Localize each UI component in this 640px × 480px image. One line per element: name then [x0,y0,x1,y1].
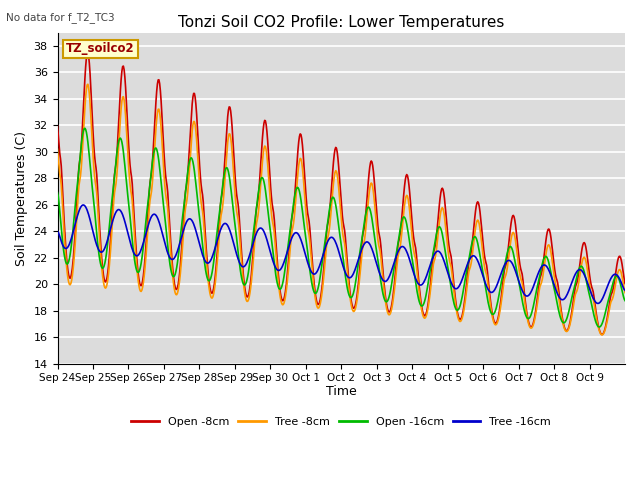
Legend: Open -8cm, Tree -8cm, Open -16cm, Tree -16cm: Open -8cm, Tree -8cm, Open -16cm, Tree -… [127,412,556,431]
Text: No data for f_T2_TC3: No data for f_T2_TC3 [6,12,115,23]
X-axis label: Time: Time [326,385,356,398]
Text: TZ_soilco2: TZ_soilco2 [66,43,134,56]
Title: Tonzi Soil CO2 Profile: Lower Temperatures: Tonzi Soil CO2 Profile: Lower Temperatur… [178,15,504,30]
Y-axis label: Soil Temperatures (C): Soil Temperatures (C) [15,131,28,265]
